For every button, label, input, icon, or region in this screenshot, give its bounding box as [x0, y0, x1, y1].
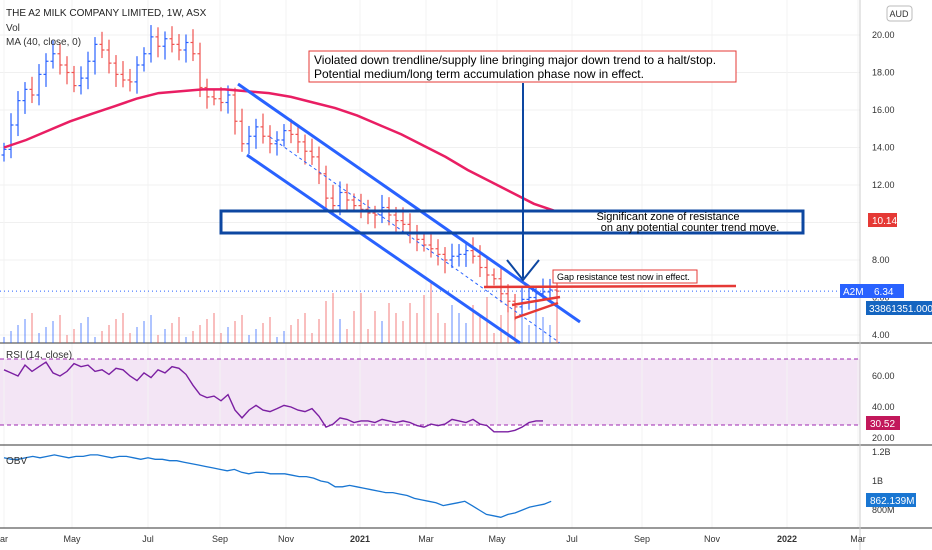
obv-label[interactable]: OBV [6, 456, 27, 467]
rsi-axis-60: 60.00 [872, 371, 895, 381]
gap-note-box [552, 269, 698, 284]
price-axis-label: 20.00 [872, 30, 895, 40]
zone-price-badge [868, 213, 897, 227]
rsi-badge [866, 416, 900, 430]
zone-price-text: 10.14 [872, 216, 897, 227]
price-axis-label: 4.00 [872, 330, 890, 340]
rsi-line [3, 361, 543, 433]
obv-axis-1b: 1B [872, 476, 883, 486]
price-axis-label: 16.00 [872, 105, 895, 115]
time-axis-label: May [63, 534, 81, 544]
time-axis-label: Jul [566, 534, 578, 544]
ma-line [3, 88, 557, 213]
vol-label[interactable]: Vol [6, 23, 20, 34]
time-axis: ar May Jul Sep Nov 2021 Mar May Jul Sep Nov 2022 Mar [0, 534, 866, 544]
time-axis-label: Mar [418, 534, 434, 544]
currency-label: AUD [889, 9, 909, 19]
ticker-price-badge [840, 284, 904, 298]
gap-channel-lower [514, 301, 559, 320]
obv-axis-1-2b: 1.2B [872, 447, 891, 457]
gap-channel-upper [511, 295, 561, 307]
time-axis-label: 2021 [350, 534, 370, 544]
resistance-zone[interactable] [219, 209, 805, 235]
time-axis-label: May [488, 534, 506, 544]
arrow-head [506, 259, 540, 282]
time-axis-label: Mar [850, 534, 866, 544]
gap-resistance-line[interactable] [483, 284, 737, 289]
ma-label[interactable]: MA (40, close, 0) [6, 37, 81, 48]
time-axis-label: Jul [142, 534, 154, 544]
obv-value-text: 862.139M [870, 496, 914, 507]
zone-note-line2: on any potential counter trend move. [601, 222, 780, 234]
obv-line [3, 454, 552, 518]
zone-note-line1: Significant zone of resistance [596, 211, 739, 223]
ticker-label-text: A2M [843, 287, 864, 298]
time-axis-label: Sep [634, 534, 650, 544]
rsi-axis-20: 20.00 [872, 433, 895, 443]
channel-median-line [269, 136, 561, 344]
top-note-line2: Potential medium/long term accumulation … [314, 67, 644, 81]
gap-note: Gap resistance test now in effect. [557, 272, 690, 282]
currency-box[interactable] [886, 5, 913, 22]
rsi-overbought-band [0, 359, 860, 425]
volume-badge [866, 301, 932, 315]
rsi-value-text: 30.52 [870, 419, 895, 430]
channel-upper-line[interactable] [237, 82, 581, 324]
time-axis-label: ar [0, 534, 8, 544]
volume-text: 33861351.000 [869, 304, 932, 315]
rsi-axis-40: 40.00 [872, 402, 895, 412]
time-axis-label: Sep [212, 534, 228, 544]
price-axis-label: 18.00 [872, 68, 895, 78]
time-axis-label: Nov [704, 534, 721, 544]
top-note-box [308, 50, 737, 83]
rsi-label[interactable]: RSI (14, close) [6, 350, 72, 361]
top-note-line1: Violated down trendline/supply line brin… [314, 53, 716, 67]
time-axis-label: Nov [278, 534, 295, 544]
time-axis-label: 2022 [777, 534, 797, 544]
price-axis-label: 14.00 [872, 143, 895, 153]
ticker-price-text: 6.34 [874, 287, 894, 298]
obv-badge [866, 493, 916, 507]
price-axis-label: 12.00 [872, 180, 895, 190]
symbol-title[interactable]: THE A2 MILK COMPANY LIMITED, 1W, ASX [6, 8, 207, 19]
candles [1, 25, 560, 321]
channel-lower-line[interactable] [246, 153, 521, 345]
grid [0, 0, 860, 528]
obv-axis-800m: 800M [872, 505, 895, 515]
price-axis-label: 8.00 [872, 255, 890, 265]
